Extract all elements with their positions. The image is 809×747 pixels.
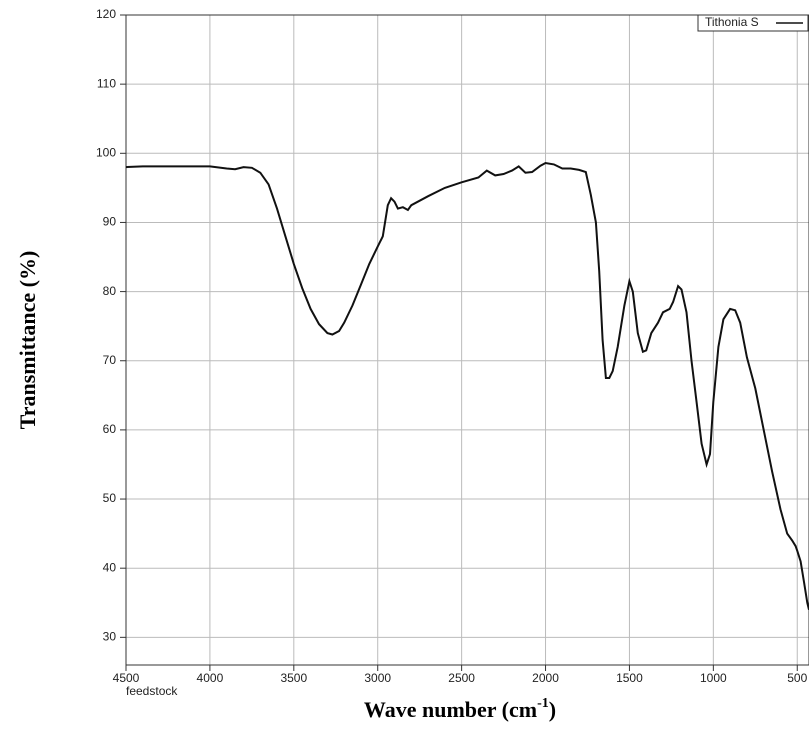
y-tick-label: 120 (96, 7, 116, 21)
y-tick-label: 50 (103, 491, 117, 505)
y-tick-label: 110 (97, 76, 116, 90)
x-tick-label: 1500 (616, 671, 643, 685)
x-tick-label: 1000 (700, 671, 727, 685)
y-tick-label: 30 (103, 630, 117, 644)
x-axis-label-tail: ) (549, 697, 556, 722)
x-axis-label-sup: -1 (537, 696, 549, 711)
note: feedstock (126, 684, 178, 698)
y-tick-label: 60 (103, 422, 117, 436)
y-tick-label: 40 (103, 560, 117, 574)
x-tick-label: 4000 (197, 671, 224, 685)
y-tick-label: 70 (103, 353, 117, 367)
x-tick-label: 3000 (364, 671, 391, 685)
x-tick-label: 2500 (448, 671, 475, 685)
x-tick-label: 3500 (280, 671, 307, 685)
y-tick-label: 90 (103, 215, 117, 229)
spectrum-line (125, 161, 809, 610)
legend-box (697, 14, 809, 32)
y-axis-label: Transmittance (%) (15, 251, 40, 430)
legend-label: Tithonia S (705, 15, 759, 29)
x-tick-label: 4500 (113, 671, 140, 685)
x-axis-label-text: Wave number (cm (364, 697, 537, 722)
x-tick-label: 2000 (532, 671, 559, 685)
plot-frame (125, 14, 809, 666)
y-tick-label: 80 (103, 284, 117, 298)
y-tick-label: 100 (96, 145, 116, 159)
x-tick-label: 500 (787, 671, 807, 685)
x-axis-label: Wave number (cm-1) (364, 696, 556, 722)
